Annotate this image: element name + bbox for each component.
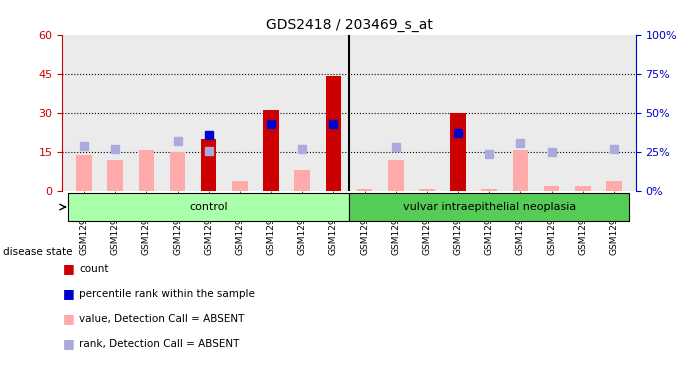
Bar — [325, 76, 341, 191]
Bar — [263, 110, 279, 191]
Bar — [232, 181, 247, 191]
Bar — [107, 160, 123, 191]
Text: percentile rank within the sample: percentile rank within the sample — [79, 289, 256, 299]
Title: GDS2418 / 203469_s_at: GDS2418 / 203469_s_at — [265, 18, 433, 32]
Text: value, Detection Call = ABSENT: value, Detection Call = ABSENT — [79, 314, 245, 324]
Bar — [419, 189, 435, 191]
Text: ■: ■ — [63, 287, 75, 300]
Text: disease state: disease state — [3, 247, 73, 257]
Bar — [544, 186, 559, 191]
Bar — [294, 170, 310, 191]
Bar — [357, 189, 372, 191]
Text: ■: ■ — [63, 312, 75, 325]
Bar — [139, 149, 154, 191]
Bar — [451, 113, 466, 191]
Bar — [68, 193, 349, 221]
Bar — [388, 160, 404, 191]
Text: ■: ■ — [63, 262, 75, 275]
Bar — [76, 155, 92, 191]
Text: ■: ■ — [63, 337, 75, 350]
Text: vulvar intraepithelial neoplasia: vulvar intraepithelial neoplasia — [403, 202, 576, 212]
Text: control: control — [189, 202, 228, 212]
Bar — [606, 181, 622, 191]
Text: count: count — [79, 264, 109, 274]
Text: rank, Detection Call = ABSENT: rank, Detection Call = ABSENT — [79, 339, 240, 349]
Bar — [349, 193, 630, 221]
Bar — [201, 139, 216, 191]
Bar — [170, 152, 185, 191]
Bar — [575, 186, 591, 191]
Bar — [513, 149, 528, 191]
Bar — [482, 189, 497, 191]
